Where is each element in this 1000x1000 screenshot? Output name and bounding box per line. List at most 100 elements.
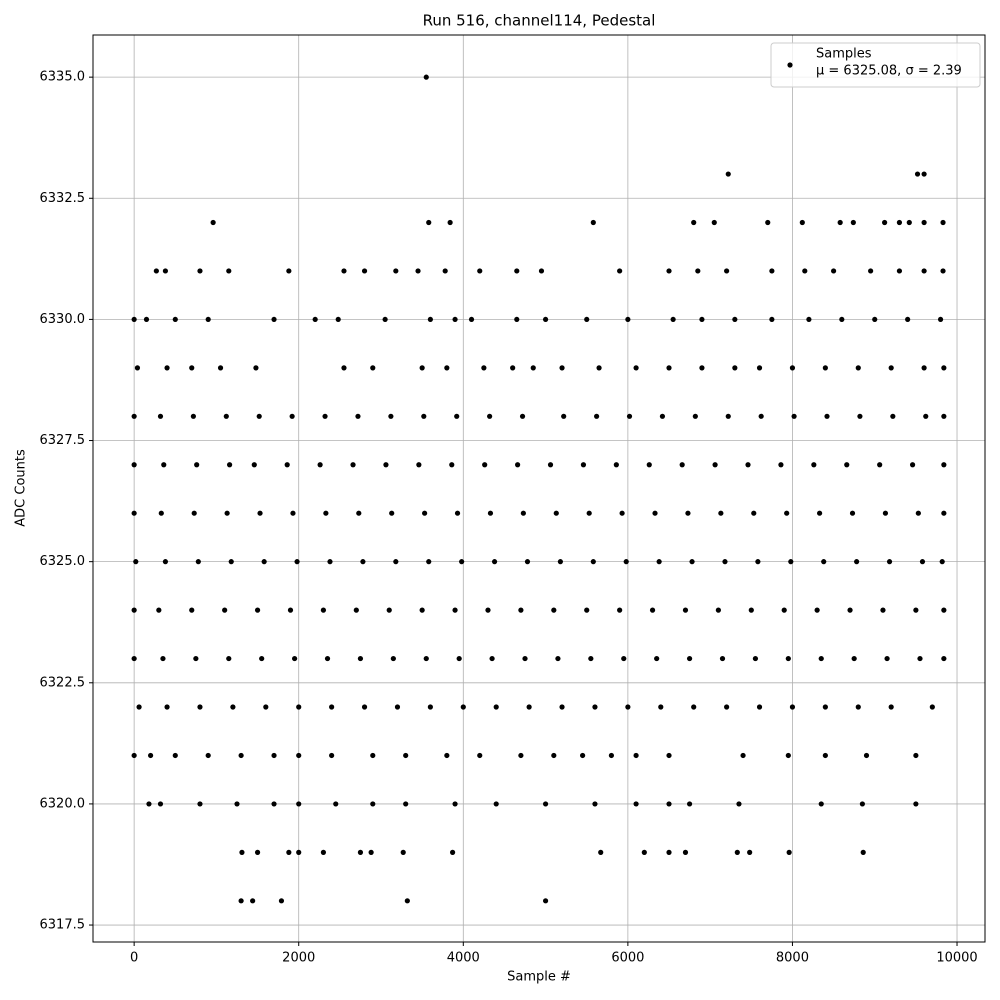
data-point bbox=[477, 752, 483, 759]
data-point bbox=[814, 607, 820, 613]
y-axis-label: ADC Counts bbox=[14, 449, 29, 527]
data-point bbox=[189, 607, 195, 613]
data-point bbox=[427, 704, 433, 710]
data-point bbox=[510, 365, 516, 371]
data-point bbox=[802, 268, 808, 274]
data-point bbox=[718, 510, 724, 516]
data-point bbox=[146, 801, 152, 807]
x-tick-label: 8000 bbox=[776, 951, 809, 966]
data-point bbox=[921, 171, 927, 177]
data-point bbox=[259, 655, 265, 662]
data-point bbox=[205, 316, 211, 323]
data-point bbox=[526, 704, 532, 710]
data-point bbox=[226, 268, 232, 274]
data-point bbox=[818, 655, 824, 662]
data-point bbox=[530, 365, 536, 371]
data-point bbox=[444, 365, 450, 371]
data-point bbox=[670, 316, 676, 323]
data-point bbox=[164, 704, 170, 710]
y-tick-label: 6320.0 bbox=[40, 796, 86, 811]
data-point bbox=[882, 219, 888, 226]
data-point bbox=[580, 752, 586, 759]
data-point bbox=[821, 559, 827, 565]
data-point bbox=[370, 801, 376, 807]
data-point bbox=[769, 316, 775, 323]
data-point bbox=[559, 704, 565, 710]
data-point bbox=[460, 704, 466, 710]
data-point bbox=[172, 752, 178, 759]
data-point bbox=[383, 462, 389, 468]
data-point bbox=[447, 219, 453, 226]
data-point bbox=[360, 559, 366, 565]
data-point bbox=[849, 510, 856, 516]
data-point bbox=[230, 704, 236, 710]
data-point bbox=[341, 365, 347, 371]
data-point bbox=[271, 752, 277, 759]
data-point bbox=[286, 849, 292, 855]
data-point bbox=[847, 607, 853, 613]
data-point bbox=[937, 316, 944, 323]
x-tick-label: 2000 bbox=[282, 951, 315, 966]
y-tick-label: 6322.5 bbox=[40, 675, 86, 690]
data-point bbox=[357, 655, 364, 662]
data-point bbox=[941, 462, 947, 468]
data-point bbox=[649, 607, 656, 613]
data-point bbox=[896, 219, 903, 226]
data-point bbox=[679, 462, 685, 468]
data-point bbox=[261, 559, 267, 565]
data-point bbox=[756, 704, 763, 710]
data-point bbox=[736, 801, 742, 807]
data-point bbox=[666, 268, 672, 274]
data-point bbox=[811, 462, 817, 468]
data-point bbox=[909, 462, 916, 468]
data-point bbox=[580, 462, 587, 468]
data-point bbox=[613, 462, 619, 468]
data-point bbox=[913, 607, 919, 613]
x-tick-label: 4000 bbox=[447, 951, 480, 966]
data-point bbox=[191, 510, 197, 516]
data-point bbox=[234, 801, 240, 807]
data-point bbox=[758, 413, 764, 419]
y-tick-label: 6327.5 bbox=[40, 433, 86, 448]
data-point bbox=[692, 413, 698, 419]
data-point bbox=[514, 316, 520, 323]
data-point bbox=[666, 752, 672, 759]
data-point bbox=[427, 316, 433, 323]
data-point bbox=[608, 752, 615, 759]
data-point bbox=[161, 462, 167, 468]
data-point bbox=[193, 655, 199, 662]
data-point bbox=[724, 704, 730, 710]
data-point bbox=[452, 607, 458, 613]
data-point bbox=[699, 365, 705, 371]
data-point bbox=[594, 413, 600, 419]
data-point bbox=[524, 559, 531, 565]
data-point bbox=[592, 704, 598, 710]
data-point bbox=[785, 655, 791, 662]
data-point bbox=[626, 413, 633, 419]
data-point bbox=[361, 268, 368, 274]
data-point bbox=[941, 365, 947, 371]
data-point bbox=[148, 752, 154, 759]
data-point bbox=[468, 316, 475, 323]
legend-note: μ = 6325.08, σ = 2.39 bbox=[816, 64, 962, 79]
data-point bbox=[296, 752, 302, 759]
data-point bbox=[877, 462, 883, 468]
data-point bbox=[131, 655, 137, 662]
data-point bbox=[416, 462, 422, 468]
data-point bbox=[598, 849, 604, 855]
data-point bbox=[482, 462, 488, 468]
data-point bbox=[419, 365, 425, 371]
data-point bbox=[400, 849, 406, 855]
data-point bbox=[666, 849, 672, 855]
data-point bbox=[189, 365, 195, 371]
data-point bbox=[442, 268, 448, 274]
x-axis-label: Sample # bbox=[507, 970, 571, 985]
data-point bbox=[404, 898, 410, 904]
data-point bbox=[584, 316, 590, 323]
data-point bbox=[162, 559, 169, 565]
data-point bbox=[940, 219, 946, 226]
data-point bbox=[555, 655, 561, 662]
legend-marker bbox=[787, 62, 793, 68]
data-point bbox=[324, 655, 331, 662]
data-point bbox=[419, 607, 425, 613]
